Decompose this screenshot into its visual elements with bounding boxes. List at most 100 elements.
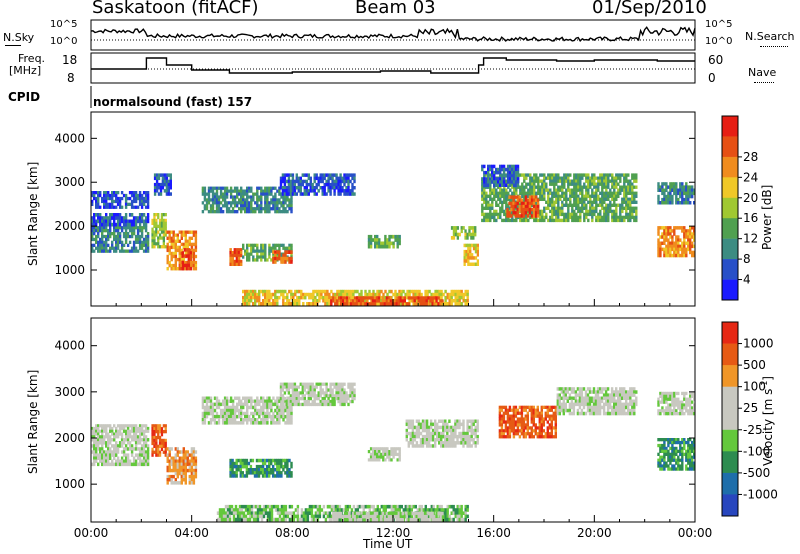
- velocity-data-cell: [122, 462, 126, 467]
- power-data-cell: [221, 210, 225, 214]
- velocity-data-cell: [297, 394, 300, 398]
- power-data-cell: [142, 240, 146, 244]
- power-data-cell: [667, 194, 670, 199]
- power-data-cell: [109, 213, 112, 217]
- velocity-data-cell: [329, 382, 332, 386]
- power-data-cell: [93, 213, 96, 217]
- power-data-cell: [467, 259, 470, 263]
- power-data-cell: [512, 211, 515, 215]
- power-data-cell: [138, 240, 142, 244]
- power-data-cell: [549, 191, 552, 195]
- velocity-data-cell: [287, 382, 291, 386]
- velocity-data-cell: [425, 441, 429, 445]
- power-data-cell: [116, 240, 120, 244]
- power-data-cell: [124, 222, 128, 227]
- velocity-data-cell: [178, 456, 181, 460]
- power-data-cell: [567, 176, 570, 180]
- power-data-cell: [252, 295, 255, 300]
- power-data-cell: [355, 296, 359, 300]
- power-data-cell: [138, 237, 142, 242]
- velocity-data-cell: [103, 450, 106, 454]
- power-data-cell: [524, 207, 528, 212]
- power-data-cell: [101, 246, 104, 250]
- power-data-cell: [130, 222, 134, 227]
- power-data-cell: [609, 179, 612, 183]
- velocity-data-cell: [240, 418, 243, 422]
- power-data-cell: [266, 207, 269, 211]
- power-data-cell: [203, 207, 207, 211]
- velocity-data-cell: [97, 429, 100, 433]
- power-data-cell: [510, 207, 513, 212]
- power-data-cell: [663, 194, 666, 199]
- power-data-cell: [591, 188, 594, 192]
- power-data-cell: [603, 215, 606, 220]
- velocity-data-cell: [299, 382, 302, 386]
- power-data-cell: [178, 257, 181, 262]
- power-data-cell: [280, 204, 283, 208]
- power-data-cell: [615, 185, 618, 189]
- power-data-cell: [313, 179, 316, 184]
- velocity-data-cell: [311, 399, 314, 404]
- power-data-cell: [454, 302, 457, 306]
- velocity-data-cell: [349, 385, 352, 389]
- power-data-cell: [512, 204, 515, 209]
- power-data-cell: [181, 266, 184, 271]
- power-data-cell: [593, 173, 596, 177]
- power-data-cell: [536, 198, 540, 202]
- power-data-cell: [157, 182, 161, 187]
- power-data-cell: [283, 186, 287, 190]
- power-data-cell: [285, 186, 289, 190]
- power-data-cell: [533, 182, 536, 186]
- power-data-cell: [539, 173, 542, 177]
- power-data-cell: [621, 188, 624, 192]
- velocity-data-cell: [276, 418, 279, 422]
- power-data-cell: [426, 289, 429, 294]
- velocity-data-cell: [436, 434, 439, 439]
- power-data-cell: [279, 192, 283, 196]
- power-data-cell: [158, 227, 162, 231]
- power-data-cell: [595, 197, 598, 201]
- velocity-data-cell: [240, 421, 243, 425]
- velocity-data-cell: [307, 394, 310, 398]
- power-data-cell: [534, 198, 538, 202]
- power-data-cell: [427, 296, 430, 300]
- power-data-cell: [433, 296, 436, 300]
- power-data-cell: [276, 201, 279, 205]
- velocity-data-cell: [128, 447, 132, 451]
- power-data-cell: [577, 188, 580, 192]
- power-data-cell: [516, 207, 519, 212]
- velocity-data-cell: [120, 426, 124, 431]
- power-data-cell: [174, 248, 177, 253]
- power-data-cell: [340, 289, 343, 294]
- velocity-data-cell: [93, 426, 96, 431]
- velocity-data-cell: [278, 414, 281, 419]
- power-data-cell: [597, 182, 600, 186]
- power-data-cell: [124, 213, 128, 217]
- power-data-cell: [579, 197, 582, 201]
- velocity-data-cell: [419, 422, 423, 427]
- power-data-cell: [286, 302, 289, 306]
- velocity-data-cell: [382, 447, 385, 451]
- power-data-cell: [543, 191, 546, 195]
- power-data-cell: [400, 292, 403, 297]
- power-data-cell: [144, 240, 148, 244]
- velocity-data-cell: [274, 402, 277, 407]
- power-data-cell: [534, 207, 538, 212]
- power-data-cell: [499, 188, 502, 192]
- power-data-cell: [504, 167, 508, 172]
- power-data-cell: [225, 189, 229, 193]
- power-data-cell: [264, 243, 267, 247]
- power-data-cell: [264, 186, 267, 190]
- power-data-cell: [635, 173, 638, 177]
- power-data-cell: [185, 254, 188, 258]
- power-data-cell: [229, 251, 232, 255]
- velocity-data-cell: [246, 414, 249, 419]
- velocity-data-cell: [295, 385, 298, 389]
- power-data-cell: [557, 206, 560, 210]
- power-data-cell: [539, 209, 542, 214]
- power-data-cell: [503, 194, 506, 198]
- power-data-cell: [306, 302, 309, 306]
- power-data-cell: [377, 299, 381, 303]
- velocity-data-cell: [313, 402, 316, 407]
- power-data-cell: [537, 188, 540, 192]
